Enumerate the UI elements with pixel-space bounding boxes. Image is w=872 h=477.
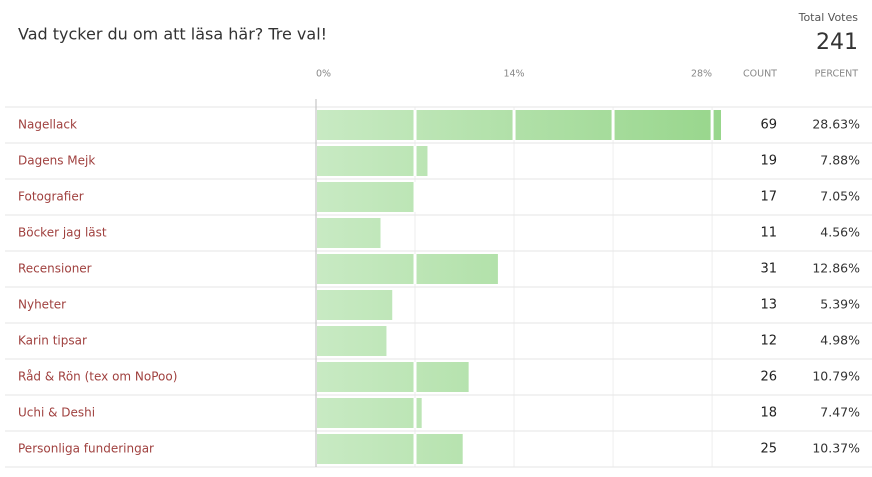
- bar: [317, 254, 498, 284]
- option-label: Nagellack: [18, 118, 77, 132]
- bar: [317, 146, 428, 176]
- option-label: Nyheter: [18, 298, 66, 312]
- vote-count: 19: [760, 154, 777, 169]
- vote-count: 25: [760, 442, 777, 457]
- bar: [317, 182, 416, 212]
- vote-count: 11: [760, 226, 777, 241]
- total-label: Total Votes: [798, 11, 859, 24]
- option-label: Råd & Rön (tex om NoPoo): [18, 370, 177, 384]
- x-tick-label: 28%: [691, 69, 712, 80]
- vote-percent: 12.86%: [812, 261, 860, 276]
- option-label: Recensioner: [18, 262, 92, 276]
- count-header: COUNT: [743, 69, 777, 80]
- option-label: Böcker jag läst: [18, 226, 107, 240]
- vote-percent: 4.98%: [820, 333, 860, 348]
- bar: [317, 434, 463, 464]
- option-label: Karin tipsar: [18, 334, 87, 348]
- percent-header: PERCENT: [815, 69, 859, 80]
- option-label: Personliga funderingar: [18, 442, 154, 456]
- vote-count: 26: [760, 370, 777, 385]
- vote-count: 12: [760, 334, 777, 349]
- vote-percent: 4.56%: [820, 225, 860, 240]
- bar: [317, 110, 721, 140]
- bar: [317, 326, 387, 356]
- poll-title: Vad tycker du om att läsa här? Tre val!: [18, 25, 327, 44]
- vote-percent: 10.79%: [812, 369, 860, 384]
- vote-count: 17: [760, 190, 777, 205]
- bar: [317, 398, 422, 428]
- vote-percent: 10.37%: [812, 441, 860, 456]
- option-label: Dagens Mejk: [18, 154, 95, 168]
- vote-percent: 5.39%: [820, 297, 860, 312]
- vote-count: 31: [760, 262, 777, 277]
- bar: [317, 218, 381, 248]
- x-tick-label: 0%: [316, 69, 331, 80]
- vote-count: 18: [760, 406, 777, 421]
- bar: [317, 290, 393, 320]
- option-label: Fotografier: [18, 190, 84, 204]
- vote-percent: 7.47%: [820, 405, 860, 420]
- option-label: Uchi & Deshi: [18, 406, 95, 420]
- vote-percent: 28.63%: [812, 117, 860, 132]
- bar: [317, 362, 469, 392]
- vote-percent: 7.05%: [820, 189, 860, 204]
- total-votes: 241: [816, 30, 858, 55]
- vote-percent: 7.88%: [820, 153, 860, 168]
- vote-count: 13: [760, 298, 777, 313]
- vote-count: 69: [760, 118, 777, 133]
- x-tick-label: 14%: [503, 69, 524, 80]
